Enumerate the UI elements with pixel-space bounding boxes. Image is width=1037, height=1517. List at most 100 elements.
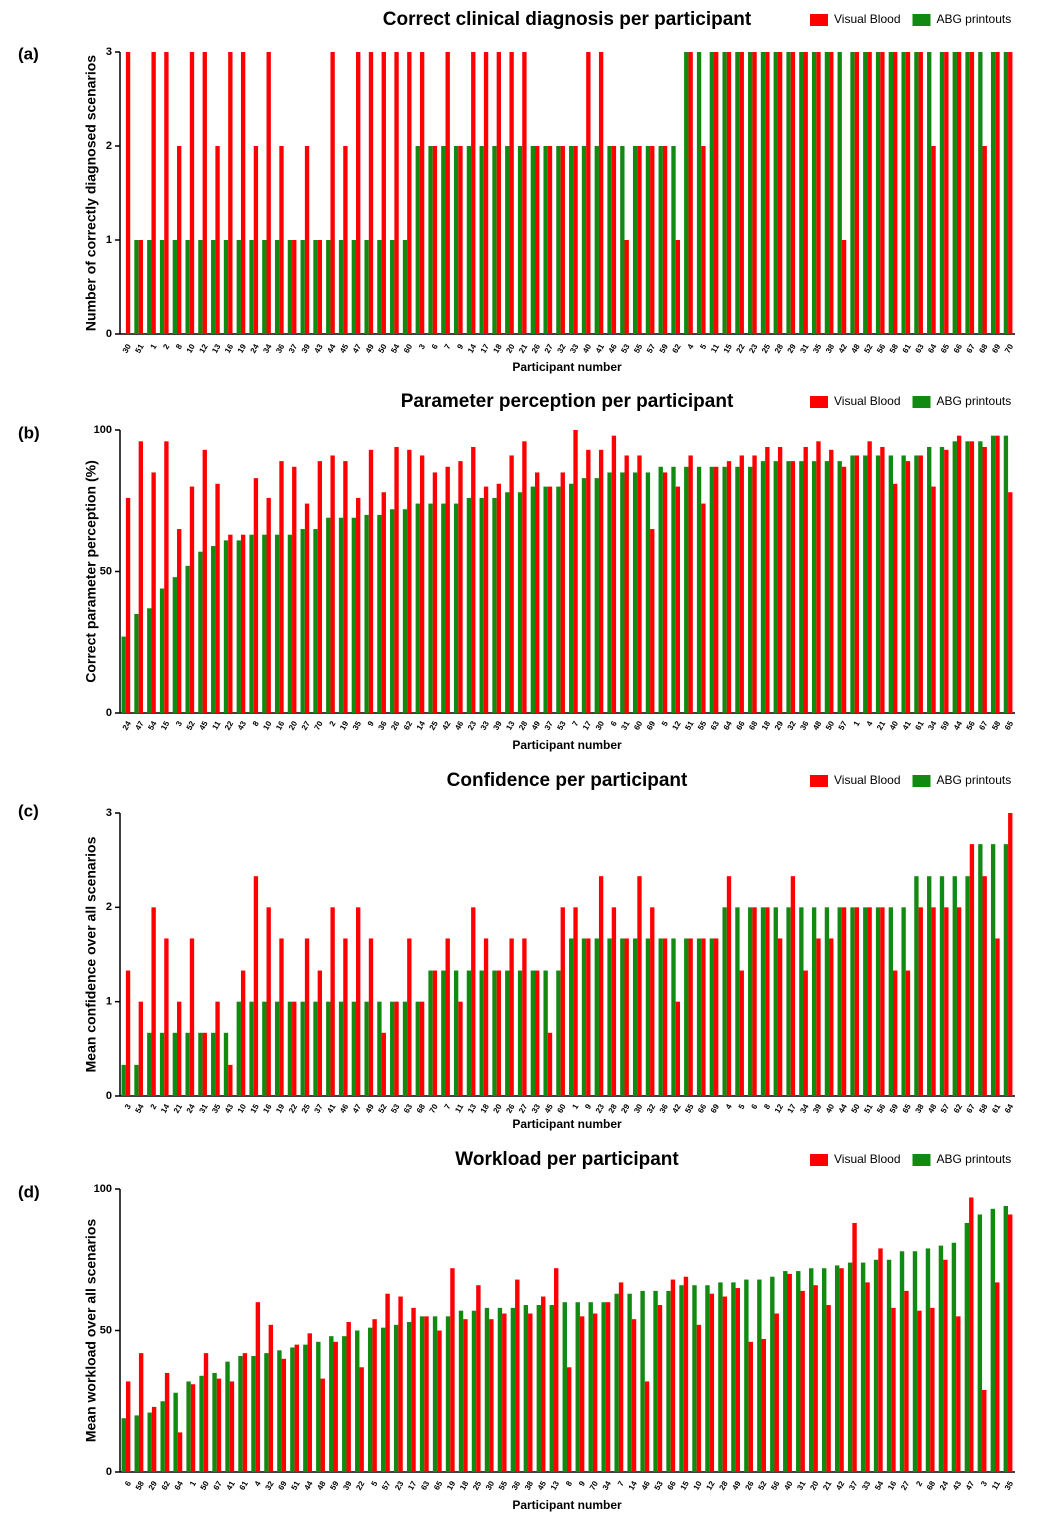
bar	[841, 466, 847, 713]
bar	[811, 52, 817, 334]
bar	[343, 461, 348, 713]
bar	[598, 449, 604, 713]
bar	[364, 1001, 369, 1096]
bar	[683, 1276, 689, 1472]
bar	[627, 1293, 632, 1472]
x-tick-label: 23	[466, 719, 479, 732]
bar	[330, 907, 335, 1096]
x-tick-label: 27	[899, 1479, 912, 1492]
bar	[614, 1293, 619, 1472]
bar	[995, 52, 1000, 334]
bar	[931, 146, 936, 334]
x-tick-label: 45	[338, 342, 351, 355]
bar	[839, 1268, 844, 1472]
bar	[670, 1279, 676, 1472]
x-tick-label: 42	[440, 719, 453, 732]
bar	[714, 52, 719, 334]
bar	[803, 52, 808, 334]
bar	[824, 52, 830, 334]
bar	[364, 514, 369, 713]
bar	[969, 52, 975, 334]
x-tick-label: 67	[977, 719, 990, 732]
x-tick-label: 41	[325, 1102, 338, 1115]
x-tick-label: 56	[875, 342, 888, 355]
bar	[381, 492, 386, 713]
bar	[852, 1222, 857, 1472]
bar	[978, 52, 983, 334]
bar	[419, 52, 425, 334]
x-tick-label: 37	[287, 342, 300, 355]
bar	[437, 1330, 442, 1472]
x-tick-label: 30	[121, 342, 134, 355]
bar	[471, 52, 476, 334]
x-tick-label: 70	[588, 1479, 601, 1492]
bar	[904, 1290, 909, 1472]
bar	[356, 52, 361, 334]
bar	[419, 455, 425, 713]
bar	[279, 146, 284, 334]
bar	[330, 455, 335, 713]
x-tick-label: 33	[530, 1102, 543, 1115]
x-tick-label: 38	[913, 1102, 926, 1115]
bar	[912, 1251, 918, 1472]
x-tick-label: 10	[236, 1102, 249, 1115]
bar	[701, 938, 706, 1096]
x-tick-label: 26	[389, 719, 402, 732]
bar	[266, 497, 271, 713]
x-tick-label: 16	[274, 719, 287, 732]
x-tick-label: 64	[173, 1479, 186, 1492]
bar	[990, 1208, 996, 1472]
y-tick-label: 0	[106, 328, 112, 340]
bar	[982, 146, 987, 334]
x-tick-label: 62	[160, 1479, 173, 1492]
x-tick-label: 44	[952, 719, 965, 732]
bar	[739, 455, 744, 713]
bar	[644, 1381, 650, 1472]
bar	[854, 907, 860, 1096]
bar	[978, 441, 983, 713]
bar	[735, 907, 740, 1096]
bar	[653, 1290, 658, 1472]
bar	[796, 1271, 801, 1472]
bar	[515, 1279, 520, 1472]
legend-label: Visual Blood	[834, 1152, 901, 1166]
x-tick-label: 12	[197, 342, 210, 355]
bar	[242, 1353, 248, 1472]
x-tick-label: 36	[376, 719, 389, 732]
x-tick-label: 18	[491, 342, 504, 355]
bar	[394, 1001, 399, 1096]
legend-swatch	[810, 1154, 828, 1166]
bar	[790, 52, 796, 334]
bar	[390, 1001, 395, 1096]
bar	[1008, 52, 1013, 334]
bar	[888, 455, 894, 713]
bar	[492, 497, 497, 713]
bar	[411, 1307, 416, 1472]
bar	[978, 844, 983, 1096]
x-tick-label: 24	[185, 1102, 198, 1115]
x-tick-label: 63	[419, 1479, 432, 1492]
bar	[829, 449, 834, 713]
bar	[121, 636, 126, 713]
bar	[829, 52, 834, 334]
x-tick-label: 54	[389, 342, 402, 355]
x-tick-label: 15	[159, 719, 172, 732]
bar	[338, 1001, 344, 1096]
panel: (d) Workload per participant Visual Blood A…	[18, 1149, 1015, 1512]
bar	[223, 540, 229, 713]
bar	[290, 1347, 295, 1472]
x-tick-label: 60	[555, 1102, 568, 1115]
bar	[939, 52, 945, 334]
bar	[223, 1032, 229, 1096]
bar	[428, 146, 433, 334]
bar	[268, 1324, 274, 1472]
y-axis-title: Number of correctly diagnosed scenarios	[83, 55, 99, 331]
x-tick-label: 26	[743, 1479, 756, 1492]
bar	[918, 455, 923, 713]
x-tick-label: 41	[901, 719, 914, 732]
x-tick-label: 17	[581, 719, 594, 732]
x-tick-label: 66	[696, 1102, 709, 1115]
bar	[765, 907, 770, 1096]
bar	[543, 970, 548, 1096]
bar	[739, 52, 744, 334]
